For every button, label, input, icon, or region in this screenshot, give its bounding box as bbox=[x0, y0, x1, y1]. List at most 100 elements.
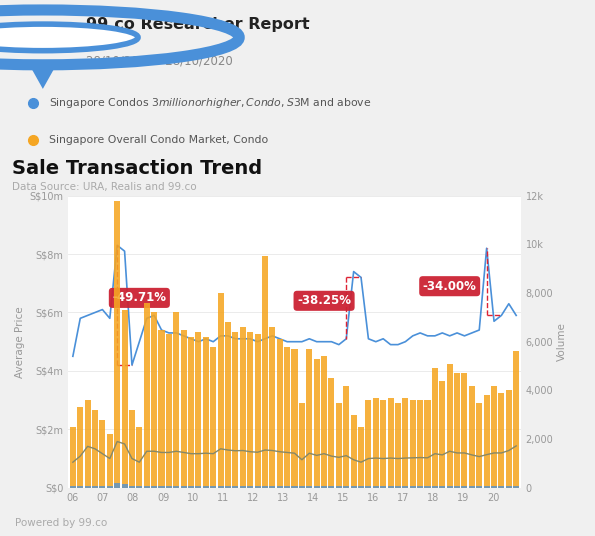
Bar bbox=[225, 486, 231, 488]
Bar bbox=[107, 486, 113, 488]
Bar bbox=[292, 486, 298, 488]
Bar bbox=[424, 486, 431, 488]
Bar bbox=[491, 486, 497, 488]
Bar bbox=[395, 403, 401, 488]
Bar bbox=[151, 312, 157, 488]
Bar bbox=[373, 486, 379, 488]
Bar bbox=[262, 486, 268, 488]
Bar bbox=[99, 486, 105, 488]
Text: -38.25%: -38.25% bbox=[297, 294, 351, 307]
Bar bbox=[410, 486, 416, 488]
Bar bbox=[129, 486, 135, 488]
Y-axis label: Volume: Volume bbox=[558, 322, 568, 361]
Bar bbox=[195, 332, 202, 488]
Bar bbox=[343, 385, 349, 488]
Bar bbox=[188, 486, 194, 488]
Bar bbox=[506, 486, 512, 488]
Bar bbox=[387, 398, 394, 488]
Bar bbox=[70, 486, 76, 488]
Bar bbox=[233, 486, 239, 488]
Bar bbox=[181, 330, 187, 488]
Bar bbox=[233, 332, 239, 488]
Bar bbox=[121, 484, 127, 488]
Bar bbox=[469, 486, 475, 488]
Bar bbox=[158, 486, 165, 488]
Text: Powered by 99.co: Powered by 99.co bbox=[15, 518, 107, 527]
Y-axis label: Average Price: Average Price bbox=[15, 306, 26, 377]
Bar bbox=[270, 327, 275, 488]
Bar bbox=[484, 395, 490, 488]
Bar bbox=[417, 400, 423, 488]
Bar bbox=[107, 434, 113, 488]
Bar bbox=[328, 378, 334, 488]
Bar bbox=[343, 486, 349, 488]
Bar bbox=[84, 486, 90, 488]
Bar bbox=[476, 486, 483, 488]
Bar bbox=[314, 359, 320, 488]
Bar bbox=[336, 403, 342, 488]
Bar bbox=[210, 486, 216, 488]
Bar bbox=[462, 374, 468, 488]
Bar bbox=[321, 356, 327, 488]
Bar bbox=[225, 322, 231, 488]
Bar bbox=[469, 385, 475, 488]
Bar bbox=[136, 427, 142, 488]
Bar bbox=[247, 332, 253, 488]
Bar bbox=[499, 486, 505, 488]
Bar bbox=[328, 486, 334, 488]
Bar bbox=[358, 487, 364, 488]
Bar bbox=[358, 427, 364, 488]
Bar bbox=[499, 393, 505, 488]
Bar bbox=[387, 486, 394, 488]
Bar bbox=[240, 486, 246, 488]
Bar bbox=[121, 310, 127, 488]
Bar bbox=[299, 487, 305, 488]
Bar bbox=[277, 339, 283, 488]
Bar bbox=[255, 334, 261, 488]
Bar bbox=[181, 486, 187, 488]
Bar bbox=[299, 403, 305, 488]
Text: Sale Transaction Trend: Sale Transaction Trend bbox=[12, 159, 262, 177]
Bar bbox=[373, 398, 379, 488]
Bar bbox=[447, 363, 453, 488]
Bar bbox=[166, 486, 172, 488]
Bar bbox=[277, 486, 283, 488]
Bar bbox=[240, 327, 246, 488]
Bar bbox=[70, 427, 76, 488]
Bar bbox=[395, 486, 401, 488]
Bar bbox=[380, 486, 386, 488]
Bar bbox=[439, 381, 445, 488]
Bar bbox=[210, 347, 216, 488]
Text: Data Source: URA, Realis and 99.co: Data Source: URA, Realis and 99.co bbox=[12, 182, 196, 192]
Bar bbox=[99, 420, 105, 488]
Bar bbox=[350, 486, 356, 488]
Bar bbox=[314, 486, 320, 488]
Bar bbox=[365, 486, 371, 488]
Text: Singapore Overall Condo Market, Condo: Singapore Overall Condo Market, Condo bbox=[49, 135, 268, 145]
Bar bbox=[195, 486, 202, 488]
Text: 99.co Researcher Report: 99.co Researcher Report bbox=[86, 18, 310, 32]
Bar bbox=[380, 400, 386, 488]
Bar bbox=[365, 400, 371, 488]
Bar bbox=[262, 257, 268, 488]
Bar bbox=[350, 415, 356, 488]
Bar bbox=[158, 330, 165, 488]
Bar bbox=[491, 385, 497, 488]
Bar bbox=[439, 486, 445, 488]
Bar bbox=[506, 390, 512, 488]
Polygon shape bbox=[28, 62, 58, 89]
Text: -34.00%: -34.00% bbox=[423, 280, 477, 293]
Bar bbox=[173, 312, 179, 488]
Bar bbox=[144, 303, 150, 488]
Bar bbox=[136, 486, 142, 488]
Bar bbox=[77, 407, 83, 488]
Bar bbox=[432, 486, 438, 488]
Bar bbox=[402, 486, 408, 488]
Bar bbox=[417, 486, 423, 488]
Bar bbox=[92, 486, 98, 488]
Bar bbox=[321, 486, 327, 488]
Bar bbox=[77, 486, 83, 488]
Bar bbox=[129, 410, 135, 488]
Text: -49.71%: -49.71% bbox=[112, 292, 167, 304]
Bar bbox=[284, 486, 290, 488]
